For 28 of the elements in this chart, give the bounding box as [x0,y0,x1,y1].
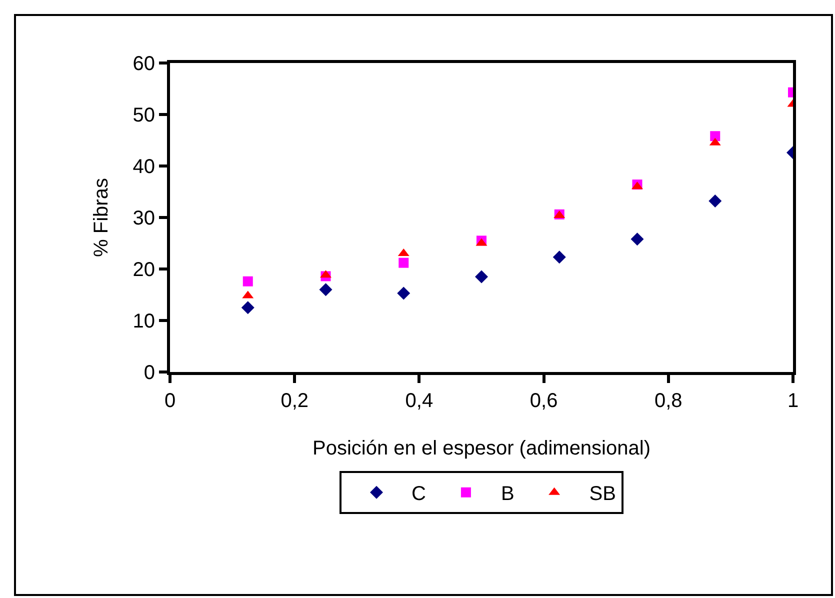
y-tick-label: 10 [132,310,155,332]
x-tick-label: 0,6 [530,390,558,412]
point [475,270,488,284]
point [242,276,253,286]
y-tick-label: 60 [132,53,155,75]
y-tick-label: 20 [132,259,155,281]
point [241,301,254,314]
point [552,250,566,264]
y-tick-label: 40 [132,156,155,178]
point [398,258,409,268]
point [319,283,332,296]
point [397,286,410,300]
x-tick-label: 0,4 [405,390,434,412]
x-axis-title: Posición en el espesor (adimensional) [312,438,650,460]
y-tick-label: 0 [144,362,155,384]
y-tick-label: 30 [132,208,155,230]
legend-label: SB [589,483,616,506]
y-axis-title: % Fibras [90,178,112,257]
point [708,194,722,208]
x-tick-label: 0 [164,390,176,412]
x-tick-label: 1 [787,390,799,412]
point [710,131,720,142]
legend-label: B [500,483,514,506]
x-tick-label: 0,8 [654,390,682,412]
x-tick-label: 0,2 [280,390,309,412]
legend-label: C [412,483,426,506]
point [630,232,644,246]
y-tick-label: 50 [132,104,155,126]
